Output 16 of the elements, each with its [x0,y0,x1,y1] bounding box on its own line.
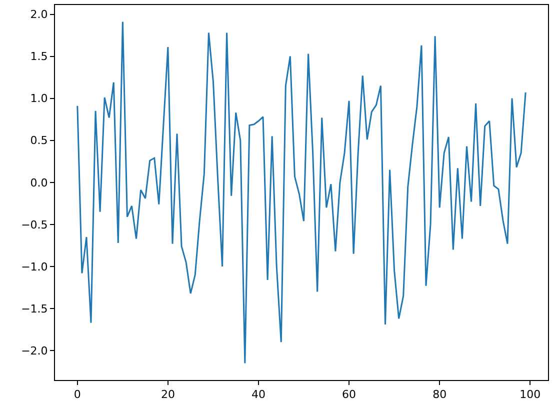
y-tick-label: −1.5 [21,302,48,316]
line-series [76,21,526,364]
y-tick-label: 2.0 [30,8,48,22]
x-tick-label: 0 [74,388,81,402]
y-tick-label: −2.0 [21,344,48,358]
y-tick-label: 1.0 [30,92,48,106]
y-tick-label: −1.0 [21,260,48,274]
x-tick-label: 100 [520,388,541,402]
y-tick-label: −0.5 [21,218,48,232]
x-tick-label: 20 [160,388,175,402]
y-tick-label: 0.0 [30,176,48,190]
y-tick-label: 1.5 [30,50,48,64]
x-tick-label: 80 [432,388,447,402]
x-tick-label: 40 [251,388,266,402]
y-tick-label: 0.5 [30,134,48,148]
x-tick-label: 60 [342,388,356,402]
